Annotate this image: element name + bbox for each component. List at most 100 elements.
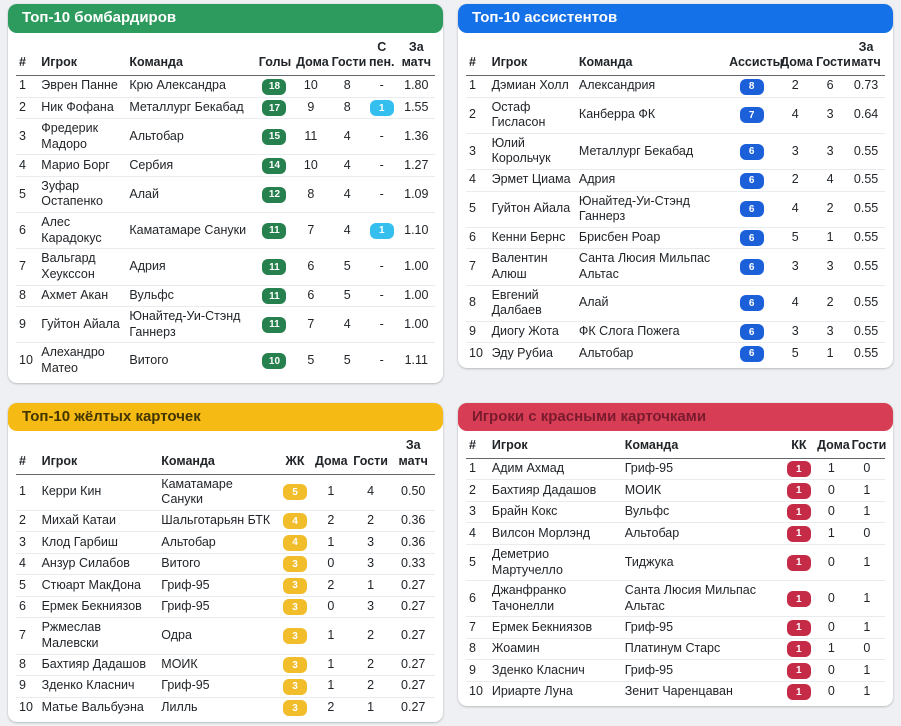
cell-player: Гуйтон Айала [488, 190, 576, 228]
cell-assists: 6 [726, 190, 778, 228]
cell-match: 0.55 [847, 169, 885, 191]
table-container: # Игрок Команда Голы Дома Гости С пен. За матч … [8, 33, 443, 383]
cell-rank: 1 [19, 78, 26, 93]
table-container: # Игрок Команда КК Дома Гости 1 Адим Ахмад Гриф… [458, 431, 893, 706]
cell-team: Шальготарьян БТК [158, 509, 278, 532]
cell-away: 1 [848, 616, 885, 639]
cell-away: 4 [813, 169, 848, 191]
assists-badge: 6 [739, 143, 764, 160]
cell-away: 2 [349, 653, 392, 676]
yc-badge: 3 [282, 700, 307, 716]
column-header-rank: # [16, 37, 39, 76]
cell-rank: 2 [466, 96, 489, 134]
rc-badge: 1 [786, 525, 811, 542]
cell-away: 4 [328, 211, 366, 249]
red-cards-card: Игроки с красными карточками # Игрок Коман… [458, 402, 893, 707]
cell-match: 0.27 [391, 617, 435, 654]
column-header-home: Дома [293, 37, 329, 76]
cell-rc: 1 [783, 522, 815, 545]
cell-rank: 2 [466, 479, 489, 502]
cell-team: Альтобар [126, 117, 256, 155]
cell-match: 1.10 [397, 211, 435, 249]
table-header-row: # Игрок Команда КК Дома Гости [466, 436, 886, 459]
cell-rank: 5 [16, 175, 39, 213]
table-row: 2 Михай Катаи Шальготарьян БТК 4 2 2 0.36 [16, 509, 435, 532]
column-header-rank: # [466, 436, 489, 459]
goals-badge: 17 [262, 100, 287, 116]
table-row: 1 Эврен Панне Крю Александра 18 10 8 - 1.80 [16, 76, 435, 98]
cell-pen: 1 [365, 96, 398, 119]
assists-badge: 6 [739, 172, 764, 189]
yc-badge: 3 [282, 556, 307, 573]
cell-home: 4 [777, 190, 814, 228]
cell-rank: 9 [466, 659, 489, 682]
table-row: 4 Эрмет Циама Адрия 6 2 4 0.55 [466, 169, 885, 191]
cell-pen: - [365, 248, 398, 285]
cell-home: 6 [293, 284, 329, 307]
cell-match: 0.55 [847, 132, 885, 170]
cell-player: Жоамин [488, 637, 622, 660]
cell-player: Ермек Бекниязов [488, 616, 622, 639]
cell-away: 1 [349, 696, 392, 718]
cell-team: Платинум Старс [621, 637, 784, 660]
cell-team: Санта Люсия Мильпас Альтас [575, 248, 727, 285]
cell-player: Клод Гарбиш [38, 531, 159, 554]
cell-home: 1 [814, 637, 849, 660]
cell-player: Ржмеслав Малевски [38, 617, 159, 654]
assists-badge: 6 [739, 230, 764, 247]
rc-badge: 1 [786, 482, 811, 499]
cell-team: Гриф-95 [158, 595, 278, 618]
table-row: 5 Деметрио Мартучелло Тиджука 1 0 1 [466, 543, 885, 581]
cell-rc: 1 [783, 543, 815, 581]
cell-rank: 2 [16, 96, 39, 119]
cell-away: 4 [367, 484, 375, 499]
table-body: 1 Адим Ахмад Гриф-95 1 1 0 2 Бахтияр Дадашов МОИ… [466, 458, 885, 703]
cell-rank: 9 [466, 320, 489, 343]
cell-away: 1 [848, 580, 885, 617]
rc-badge: 1 [786, 554, 811, 571]
cell-player: Евгений Далбаев [488, 284, 576, 322]
cell-yc: 4 [277, 531, 312, 554]
cell-player: Анзур Силабов [38, 552, 159, 575]
cell-yc: 3 [277, 675, 312, 697]
cell-rank: 1 [19, 484, 26, 499]
cell-player: Зденко Класнич [488, 659, 622, 682]
top-assistants-title-bar: Топ-10 ассистентов [458, 4, 893, 33]
table-row: 10 Эду Рубиа Альтобар 6 5 1 0.55 [466, 342, 885, 364]
cell-match: 0.27 [391, 696, 435, 718]
cell-pen: - [365, 117, 398, 155]
column-header-goals: Голы [255, 37, 294, 76]
cell-match: 0.27 [391, 574, 435, 597]
cell-player: Алес Карадокус [38, 211, 127, 249]
column-header-rc: КК [783, 436, 815, 459]
cell-rank: 8 [466, 284, 489, 322]
goals-badge: 12 [262, 186, 287, 203]
cell-rank: 10 [466, 342, 489, 364]
cell-match: 0.55 [847, 248, 885, 285]
column-header-rank: # [16, 436, 39, 475]
table-row: 1 Дэмиан Холл Александрия 8 2 6 0.73 [466, 76, 885, 98]
yc-badge: 3 [282, 599, 307, 616]
yellow-cards-card: Топ-10 жёлтых карточек # Игрок Команда ЖК До… [8, 402, 443, 722]
table-row: 6 Джанфранко Тачонелли Санта Люсия Мильпас… [466, 580, 885, 617]
table-row: 9 Диогу Жота ФК Слога Пожега 6 3 3 0.55 [466, 320, 885, 343]
column-header-yc: ЖК [277, 436, 312, 475]
cell-home: 0 [814, 479, 849, 502]
table-header-row: # Игрок Команда Ассисты Дома Гости За матч [466, 37, 885, 76]
cell-away: 1 [848, 479, 885, 502]
column-header-pen: С пен. [365, 37, 398, 76]
cell-away: 8 [328, 96, 366, 119]
table-row: 10 Матье Вальбуэна Лилль 3 2 1 0.27 [16, 696, 435, 718]
cell-home: 2 [312, 696, 350, 718]
assists-badge: 6 [739, 201, 764, 218]
table-row: 6 Кенни Бернс Брисбен Роар 6 5 1 0.55 [466, 226, 885, 249]
table-row: 9 Зденко Класнич Гриф-95 3 1 2 0.27 [16, 675, 435, 697]
card-title: Топ-10 ассистентов [472, 9, 618, 26]
cell-player: Эду Рубиа [488, 342, 576, 364]
cell-yc: 4 [277, 509, 312, 532]
cell-pen: 1 [365, 211, 398, 249]
cell-home: 5 [777, 226, 814, 249]
cell-rank: 10 [466, 680, 489, 703]
cell-match: 0.55 [847, 284, 885, 322]
